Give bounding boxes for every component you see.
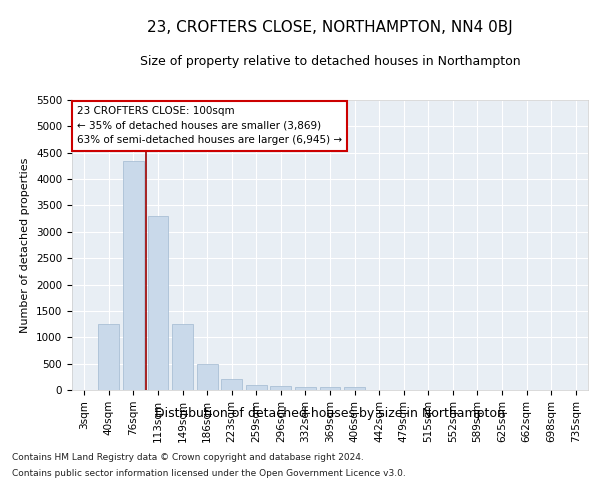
Text: Size of property relative to detached houses in Northampton: Size of property relative to detached ho… bbox=[140, 55, 520, 68]
Bar bbox=[98, 324, 119, 390]
Bar bbox=[246, 384, 267, 390]
Bar bbox=[271, 386, 292, 390]
Bar bbox=[148, 216, 169, 390]
Text: 23, CROFTERS CLOSE, NORTHAMPTON, NN4 0BJ: 23, CROFTERS CLOSE, NORTHAMPTON, NN4 0BJ bbox=[147, 20, 513, 35]
Text: Contains HM Land Registry data © Crown copyright and database right 2024.: Contains HM Land Registry data © Crown c… bbox=[12, 454, 364, 462]
Bar bbox=[172, 324, 193, 390]
Bar bbox=[344, 388, 365, 390]
Text: Contains public sector information licensed under the Open Government Licence v3: Contains public sector information licen… bbox=[12, 468, 406, 477]
Bar bbox=[295, 388, 316, 390]
Bar bbox=[320, 388, 340, 390]
Bar bbox=[197, 364, 218, 390]
Y-axis label: Number of detached properties: Number of detached properties bbox=[20, 158, 31, 332]
Text: Distribution of detached houses by size in Northampton: Distribution of detached houses by size … bbox=[155, 408, 505, 420]
Bar bbox=[123, 160, 144, 390]
Bar bbox=[221, 380, 242, 390]
Text: 23 CROFTERS CLOSE: 100sqm
← 35% of detached houses are smaller (3,869)
63% of se: 23 CROFTERS CLOSE: 100sqm ← 35% of detac… bbox=[77, 106, 342, 146]
